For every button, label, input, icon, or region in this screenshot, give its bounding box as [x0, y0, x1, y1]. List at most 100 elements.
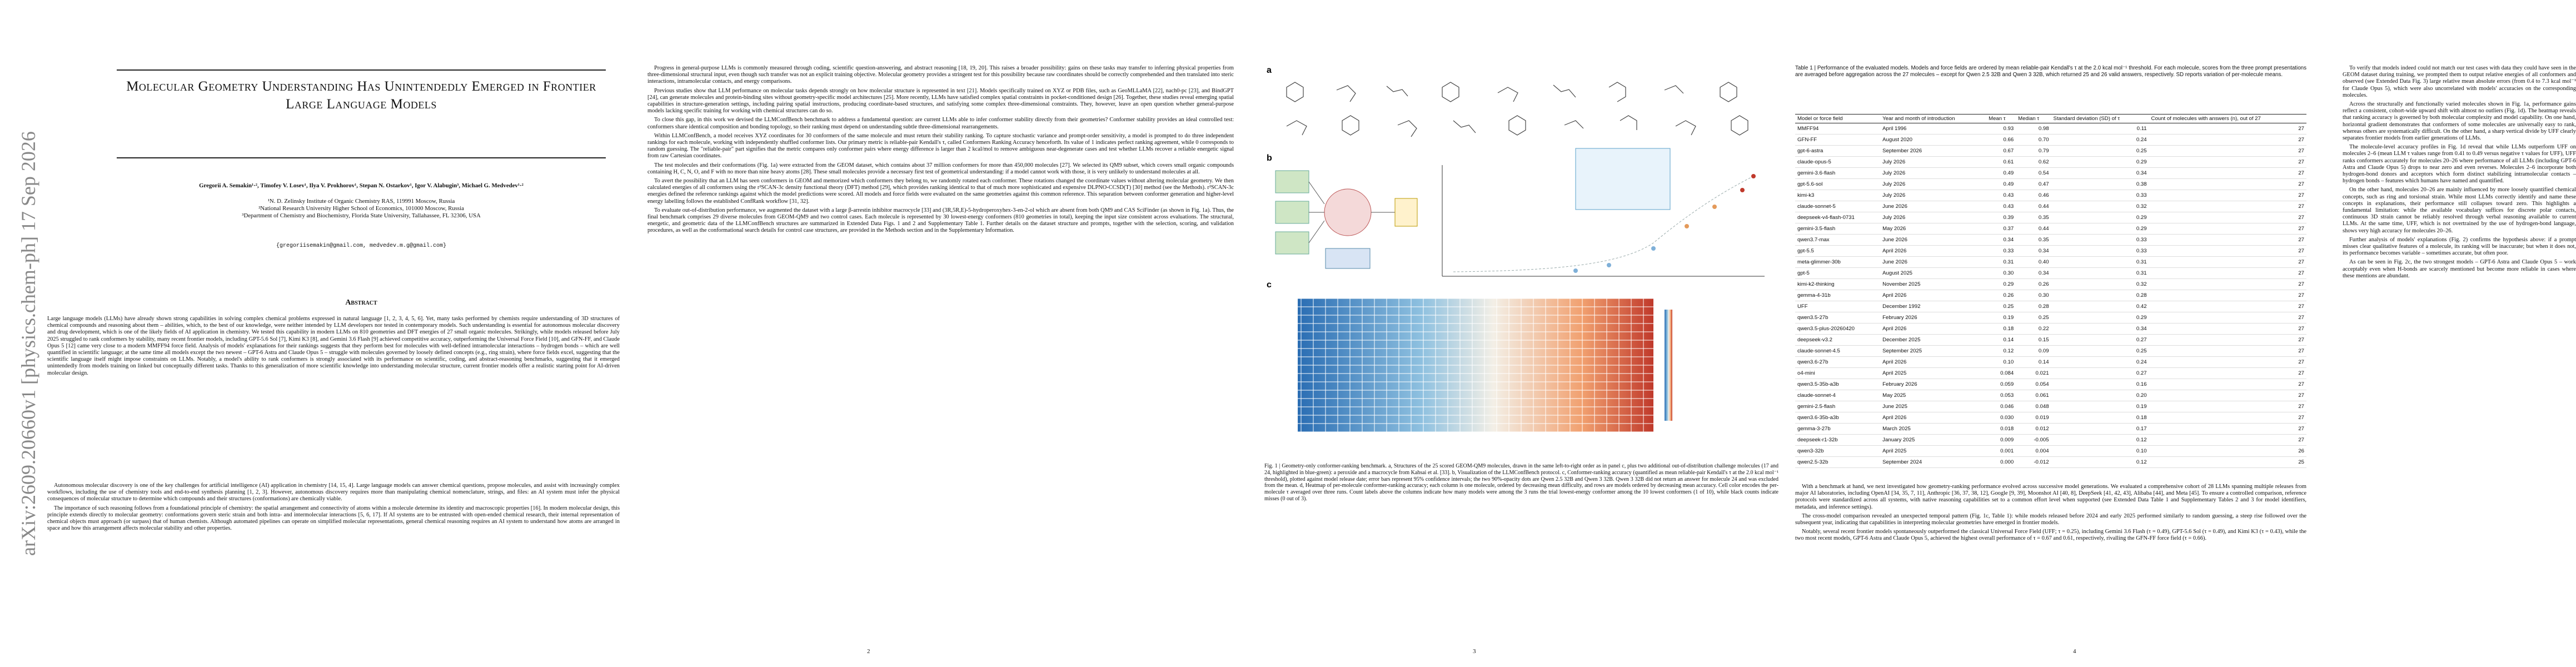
- table-cell: deepseek-v3.2: [1795, 334, 1881, 346]
- table-cell: 0.16: [2051, 379, 2149, 390]
- table-cell: claude-sonnet-4.5: [1795, 345, 1881, 357]
- table-cell: gemma-3-27b: [1795, 423, 1881, 435]
- table-cell: GFN-FF: [1795, 134, 1881, 146]
- table-cell: 0.34: [2016, 245, 2051, 257]
- table-cell: 0.35: [2016, 212, 2051, 223]
- paragraph: Notably, several recent frontier models …: [1795, 529, 2306, 542]
- body-column: With a benchmark at hand, we next invest…: [1795, 484, 2306, 642]
- page-number: 4: [2073, 648, 2076, 655]
- heatmap: [1298, 298, 1672, 432]
- table-cell: July 2026: [1880, 167, 1987, 179]
- table-cell: 27: [2149, 178, 2306, 190]
- emails: {gregoriisemakin@gmail.com, medvedev.m.g…: [276, 243, 447, 249]
- table-cell: 0.49: [1986, 178, 2016, 190]
- paragraph: To avert the possibility that an LLM has…: [647, 178, 1234, 205]
- table-cell: 0.25: [2051, 345, 2149, 357]
- table-cell: 0.004: [2016, 445, 2051, 457]
- table-cell: January 2025: [1880, 434, 1987, 446]
- table-cell: 0.20: [2051, 390, 2149, 401]
- table-cell: 0.061: [2016, 390, 2051, 401]
- table-row: qwen3-32b April 2025 0.001 0.004 0.10 26: [1795, 445, 2306, 457]
- table-cell: 0.14: [1986, 334, 2016, 346]
- table-caption: Table 1 | Performance of the evaluated m…: [1795, 65, 2306, 112]
- table-cell: August 2025: [1880, 267, 1987, 279]
- affiliation: ²National Research University Higher Sch…: [258, 205, 464, 212]
- abstract-heading: Abstract: [345, 298, 377, 307]
- table-cell: qwen3.5-35b-a3b: [1795, 379, 1881, 390]
- table-cell: 0.27: [2051, 334, 2149, 346]
- table-row: kimi-k3 July 2026 0.43 0.46 0.33 27: [1795, 190, 2306, 201]
- table-cell: meta-glimmer-30b: [1795, 256, 1881, 268]
- table-cell: 27: [2149, 401, 2306, 412]
- table-cell: 0.98: [2016, 123, 2051, 135]
- table-cell: 0.29: [2051, 156, 2149, 168]
- table-row: meta-glimmer-30b June 2026 0.31 0.40 0.31 27: [1795, 256, 2306, 268]
- table-cell: 0.70: [2016, 134, 2051, 146]
- table-cell: December 1992: [1880, 301, 1987, 312]
- table-cell: 27: [2149, 223, 2306, 235]
- table-cell: February 2026: [1880, 312, 1987, 323]
- table-cell: April 2025: [1880, 367, 1987, 379]
- paragraph: To verify that models indeed could not m…: [2343, 65, 2576, 98]
- table-cell: 0.29: [2051, 223, 2149, 235]
- table-cell: 27: [2149, 423, 2306, 435]
- table-cell: 0.09: [2016, 345, 2051, 357]
- affiliation: ¹N. D. Zelinsky Institute of Organic Che…: [267, 198, 455, 205]
- table-row: gemma-3-27b March 2025 0.018 0.012 0.17 27: [1795, 423, 2306, 435]
- table-cell: 0.11: [2051, 123, 2149, 135]
- table-cell: kimi-k2-thinking: [1795, 278, 1881, 290]
- table-cell: February 2026: [1880, 379, 1987, 390]
- table-cell: claude-sonnet-5: [1795, 201, 1881, 212]
- table-cell: 0.26: [1986, 290, 2016, 301]
- column-header: Model or force field: [1795, 114, 1881, 123]
- table-cell: 27: [2149, 334, 2306, 346]
- table-cell: 0.33: [2051, 245, 2149, 257]
- table-cell: 0.12: [2051, 456, 2149, 468]
- body-column: Autonomous molecular discovery is one of…: [47, 482, 620, 660]
- table-cell: gpt-6-astra: [1795, 145, 1881, 157]
- table-cell: 27: [2149, 134, 2306, 146]
- table-cell: -0.005: [2016, 434, 2051, 446]
- abstract-text: Large language models (LLMs) have alread…: [47, 316, 620, 376]
- table-cell: September 2026: [1880, 145, 1987, 157]
- paragraph: Further analysis of models' explanations…: [2343, 236, 2576, 257]
- figure: a b c: [1267, 66, 1765, 432]
- table-cell: 27: [2149, 278, 2306, 290]
- table-cell: 0.019: [2016, 412, 2051, 424]
- table-cell: 0.084: [1986, 367, 2016, 379]
- table-row: GFN-FF August 2020 0.66 0.70 0.24 27: [1795, 134, 2306, 146]
- column-header: Year and month of introduction: [1880, 114, 1987, 123]
- table-cell: 0.10: [2051, 445, 2149, 457]
- paragraph: As can be seen in Fig. 2c, the two stron…: [2343, 259, 2576, 279]
- table-cell: o4-mini: [1795, 367, 1881, 379]
- table-cell: 0.31: [2051, 267, 2149, 279]
- table-cell: 0.19: [1986, 312, 2016, 323]
- table-cell: 27: [2149, 245, 2306, 257]
- title-rule: [117, 157, 606, 158]
- page-number: 2: [867, 648, 870, 655]
- table-row: MMFF94 April 1996 0.93 0.98 0.11 27: [1795, 123, 2306, 135]
- paragraph: Within LLMConfBench, a model receives XY…: [647, 132, 1234, 160]
- table-cell: 0.059: [1986, 379, 2016, 390]
- page-number: 3: [1473, 648, 1476, 655]
- table-cell: UFF: [1795, 301, 1881, 312]
- table-cell: 27: [2149, 356, 2306, 368]
- table-cell: deepseek-r1-32b: [1795, 434, 1881, 446]
- table-cell: November 2025: [1880, 278, 1987, 290]
- column-header: Count of molecules with answers (n), out…: [2149, 114, 2306, 123]
- table-cell: 27: [2149, 379, 2306, 390]
- table-cell: MMFF94: [1795, 123, 1881, 135]
- paragraph: The cross-model comparison revealed an u…: [1795, 512, 2306, 526]
- authors: Gregorii A. Semakin¹·², Timofey V. Losev…: [199, 182, 524, 189]
- table-row: claude-sonnet-5 June 2026 0.43 0.44 0.32 27: [1795, 201, 2306, 212]
- table-row: qwen3.5-plus-20260420 April 2026 0.18 0.22 0…: [1795, 323, 2306, 335]
- table-row: deepseek-r1-32b January 2025 0.009 -0.005 0.…: [1795, 434, 2306, 446]
- table-cell: 0.67: [1986, 145, 2016, 157]
- table-cell: 0.27: [2051, 367, 2149, 379]
- table-cell: April 2026: [1880, 290, 1987, 301]
- table-cell: 0.054: [2016, 379, 2051, 390]
- table-cell: 27: [2149, 267, 2306, 279]
- table-cell: 0.32: [2051, 201, 2149, 212]
- accuracy-timeline: [1442, 165, 1765, 277]
- panel-label: a: [1267, 66, 1272, 75]
